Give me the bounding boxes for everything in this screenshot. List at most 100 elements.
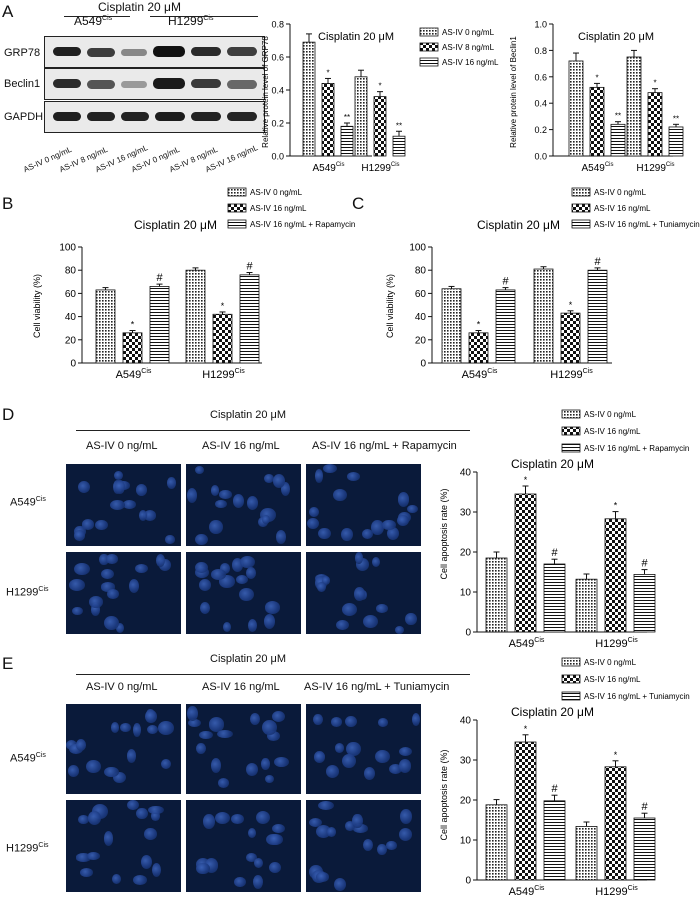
cell-nucleus	[103, 831, 114, 846]
significance-mark: *	[378, 82, 381, 91]
cell-nucleus	[113, 470, 123, 481]
cell-nucleus	[394, 625, 405, 634]
cell-nucleus	[331, 717, 343, 728]
cell-nucleus	[318, 527, 331, 539]
band	[227, 112, 257, 121]
cell-nucleus	[375, 603, 389, 613]
cell-nucleus	[235, 574, 248, 584]
cell-nucleus	[364, 766, 375, 780]
cell-nucleus	[167, 477, 177, 489]
cell-nucleus	[219, 563, 230, 574]
significance-mark: **	[615, 112, 621, 121]
cell-nucleus	[411, 712, 421, 727]
cell-nucleus	[363, 614, 378, 629]
panel-letter-c: C	[352, 194, 365, 213]
y-tick-label: 0	[70, 359, 76, 370]
bar	[95, 289, 116, 364]
x-tick-label: H1299Cis	[595, 885, 638, 898]
micrograph-image	[186, 800, 301, 892]
cell-nucleus	[104, 766, 120, 778]
panel-letter-a: A	[2, 2, 14, 21]
bar	[543, 563, 566, 633]
y-tick-label: 20	[65, 335, 77, 346]
significance-mark: *	[569, 300, 573, 310]
bar	[575, 826, 598, 881]
significance-mark: *	[326, 68, 329, 77]
y-axis-label: Cell apoptosis rate (%)	[439, 488, 449, 579]
y-tick-label: 30	[460, 508, 472, 519]
cell-nucleus	[406, 504, 419, 514]
bar	[302, 41, 316, 157]
cell-nucleus	[382, 519, 396, 531]
x-tick-label: H1299Cis	[361, 162, 399, 174]
cell-nucleus	[261, 514, 270, 524]
cell-nucleus	[250, 713, 261, 726]
cell-nucleus	[246, 853, 258, 863]
legend-label: AS-IV 16 ng/mL + Rapamycin	[250, 220, 355, 229]
bar	[354, 76, 368, 157]
cell-nucleus	[261, 758, 270, 771]
chart-d: 0 10 20 30 40 Cell apoptosis rate (%) Cisplati…	[439, 409, 689, 650]
cell-nucleus	[101, 568, 114, 579]
cell-nucleus	[399, 827, 413, 841]
chart-b: 0 20 40 60 80 100 Cell viability (%) Cisplatin …	[32, 187, 355, 381]
y-tick-label: 1.0	[534, 20, 547, 30]
x-tick-label: A549Cis	[116, 368, 152, 381]
x-tick-label: H1299Cis	[595, 637, 638, 650]
cell-nucleus	[336, 619, 350, 631]
significance-mark: **	[673, 114, 679, 123]
cell-nucleus	[234, 876, 247, 888]
significance-mark: *	[524, 724, 528, 734]
bar	[626, 56, 642, 157]
cell-nucleus	[146, 724, 159, 735]
micro-e-col-label: AS-IV 16 ng/mL + Tuniamycin	[304, 681, 450, 693]
cell-nucleus	[72, 606, 83, 615]
cell-nucleus	[345, 821, 355, 831]
bar	[495, 289, 516, 364]
y-tick-label: 20	[460, 796, 472, 807]
x-tick-label: A549Cis	[509, 637, 545, 650]
y-tick-label: 10	[460, 588, 472, 599]
micrograph-image	[66, 464, 181, 546]
cell-nucleus	[377, 843, 387, 856]
cell-nucleus	[272, 473, 285, 488]
cell-nucleus	[389, 763, 402, 775]
micrograph-image	[186, 704, 301, 794]
cell-nucleus	[231, 814, 245, 824]
band	[53, 112, 81, 121]
cell-nucleus	[135, 483, 147, 496]
bar	[514, 493, 537, 633]
blot-group1-line	[64, 16, 130, 17]
cell-nucleus	[203, 814, 215, 829]
band	[53, 47, 81, 56]
y-tick-label: 0.6	[534, 72, 547, 82]
bar	[575, 578, 598, 633]
panel-letter-b: B	[2, 194, 14, 213]
cell-nucleus	[199, 730, 213, 739]
cell-nucleus	[106, 554, 118, 564]
bar	[122, 332, 143, 364]
cell-nucleus	[377, 718, 389, 728]
micrograph-image	[306, 552, 421, 634]
micro-e-col-label: AS-IV 0 ng/mL	[86, 681, 158, 693]
legend-swatch	[561, 409, 581, 419]
bar	[340, 125, 354, 157]
cell-nucleus	[95, 519, 108, 531]
x-tick-label: A549Cis	[509, 885, 545, 898]
band	[227, 47, 257, 56]
band	[227, 80, 257, 89]
band	[121, 81, 147, 88]
cell-nucleus	[355, 552, 364, 564]
cell-nucleus	[316, 872, 329, 882]
y-tick-label: 20	[460, 548, 472, 559]
y-tick-label: 100	[59, 243, 76, 254]
bar	[441, 288, 462, 364]
micro-d-col-label: AS-IV 16 ng/mL	[202, 440, 280, 452]
cell-nucleus	[144, 828, 157, 840]
cell-nucleus	[86, 852, 101, 861]
cell-nucleus	[67, 765, 80, 778]
cell-nucleus	[138, 510, 147, 521]
cell-nucleus	[210, 569, 226, 580]
cell-nucleus	[126, 749, 136, 763]
